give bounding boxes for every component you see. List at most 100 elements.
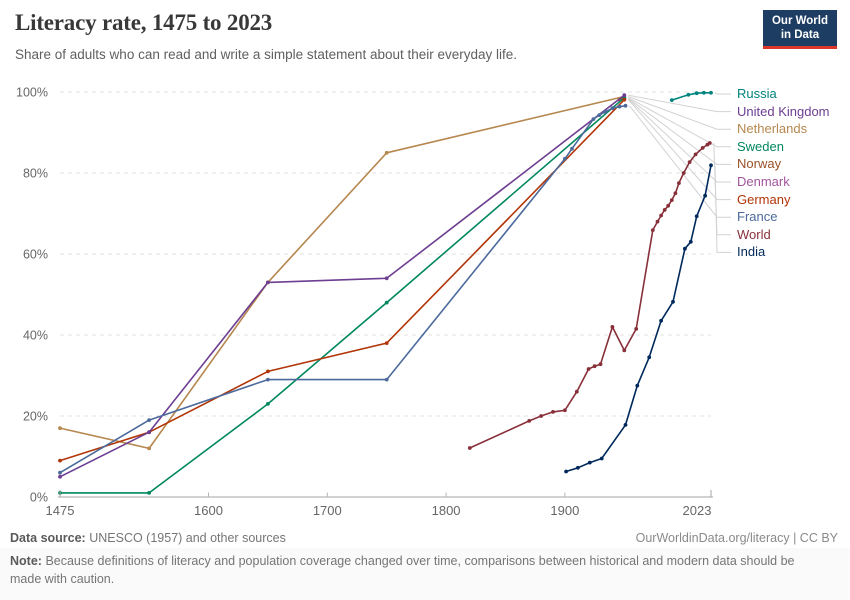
point-france[interactable] <box>591 117 596 121</box>
point-world[interactable] <box>610 325 615 329</box>
point-india[interactable] <box>635 383 640 388</box>
point-france[interactable] <box>384 377 389 382</box>
point-india[interactable] <box>599 456 604 461</box>
point-germany[interactable] <box>384 341 389 345</box>
legend-item-france[interactable]: France <box>737 209 778 225</box>
point-france[interactable] <box>147 418 152 422</box>
line-united-kingdom[interactable] <box>59 94 625 478</box>
legend-item-denmark[interactable]: Denmark <box>737 174 790 189</box>
footer-note-text: Because definitions of literacy and popu… <box>10 554 795 586</box>
point-india[interactable] <box>587 460 592 465</box>
point-india[interactable] <box>683 246 687 251</box>
point-world[interactable] <box>551 410 555 414</box>
legend-item-united-kingdom[interactable]: United Kingdom <box>737 103 830 119</box>
point-germany[interactable] <box>58 458 62 463</box>
point-india[interactable] <box>647 355 652 360</box>
line-world[interactable] <box>469 142 711 449</box>
point-world[interactable] <box>634 327 639 331</box>
point-united-kingdom[interactable] <box>384 276 389 281</box>
point-netherlands[interactable] <box>147 446 152 451</box>
point-world[interactable] <box>592 364 597 369</box>
point-india[interactable] <box>694 214 699 219</box>
license-link[interactable]: OurWorldinData.org/literacy | CC BY <box>635 531 838 545</box>
point-india[interactable] <box>564 469 568 474</box>
point-france[interactable] <box>623 103 628 108</box>
point-world[interactable] <box>467 446 472 450</box>
point-world[interactable] <box>693 152 698 157</box>
point-germany[interactable] <box>622 97 627 102</box>
data-source-value[interactable]: UNESCO (1957) and other sources <box>89 531 286 545</box>
point-world[interactable] <box>622 348 627 353</box>
point-russia[interactable] <box>669 98 674 102</box>
point-sweden[interactable] <box>266 402 270 406</box>
line-netherlands[interactable] <box>59 95 625 450</box>
series-world[interactable] <box>467 141 712 450</box>
point-united-kingdom[interactable] <box>622 93 627 98</box>
point-france[interactable] <box>570 146 574 151</box>
point-world[interactable] <box>527 419 532 423</box>
point-russia[interactable] <box>709 90 713 95</box>
owid-logo[interactable]: Our World in Data <box>762 10 837 49</box>
point-sweden[interactable] <box>147 491 152 495</box>
point-world[interactable] <box>707 141 712 145</box>
point-world[interactable] <box>700 146 705 150</box>
point-world[interactable] <box>662 208 667 212</box>
legend-item-india[interactable]: India <box>737 244 766 260</box>
point-france[interactable] <box>563 156 567 161</box>
point-france[interactable] <box>58 470 62 475</box>
point-world[interactable] <box>655 219 660 224</box>
point-france[interactable] <box>597 113 602 117</box>
point-world[interactable] <box>563 408 567 413</box>
point-india[interactable] <box>709 163 713 168</box>
point-united-kingdom[interactable] <box>266 280 270 285</box>
legend-item-netherlands[interactable]: Netherlands <box>737 121 808 137</box>
legend-connector-denmark <box>627 98 731 183</box>
point-world[interactable] <box>666 203 671 208</box>
point-india[interactable] <box>703 193 707 198</box>
point-germany[interactable] <box>266 369 270 374</box>
point-india[interactable] <box>688 239 693 244</box>
point-russia[interactable] <box>702 90 706 95</box>
point-world[interactable] <box>659 213 663 218</box>
series-france[interactable] <box>58 103 628 475</box>
legend-item-russia[interactable]: Russia <box>737 86 777 101</box>
point-sweden[interactable] <box>384 300 389 305</box>
point-india[interactable] <box>623 423 628 427</box>
point-world[interactable] <box>586 367 591 371</box>
point-world[interactable] <box>673 191 678 196</box>
point-netherlands[interactable] <box>384 150 389 155</box>
point-netherlands[interactable] <box>58 426 62 430</box>
point-world[interactable] <box>681 171 686 175</box>
line-india[interactable] <box>565 165 712 473</box>
series-netherlands[interactable] <box>58 94 627 451</box>
point-russia[interactable] <box>686 92 691 97</box>
series-sweden[interactable] <box>58 95 627 495</box>
legend-item-germany[interactable]: Germany <box>737 191 791 207</box>
point-india[interactable] <box>576 465 580 470</box>
x-tick-label: 1700 <box>313 503 342 518</box>
legend-item-sweden[interactable]: Sweden <box>737 138 784 154</box>
point-world[interactable] <box>598 362 603 367</box>
point-france[interactable] <box>603 109 608 114</box>
point-world[interactable] <box>574 389 579 394</box>
point-india[interactable] <box>671 299 675 304</box>
point-united-kingdom[interactable] <box>147 430 152 435</box>
point-world[interactable] <box>539 414 543 418</box>
legend-item-norway[interactable]: Norway <box>737 156 782 172</box>
point-france[interactable] <box>610 106 615 111</box>
point-world[interactable] <box>687 160 692 165</box>
point-france[interactable] <box>266 377 270 382</box>
series-india[interactable] <box>564 163 713 474</box>
series-russia[interactable] <box>669 90 713 102</box>
point-india[interactable] <box>659 318 663 323</box>
y-tick-label: 60% <box>23 248 48 262</box>
point-world[interactable] <box>669 198 674 203</box>
point-united-kingdom[interactable] <box>58 474 62 479</box>
point-world[interactable] <box>677 181 681 186</box>
point-world[interactable] <box>650 228 655 233</box>
series-united-kingdom[interactable] <box>58 93 627 479</box>
legend-item-world[interactable]: World <box>737 226 771 242</box>
point-russia[interactable] <box>694 91 699 96</box>
point-france[interactable] <box>617 104 622 109</box>
